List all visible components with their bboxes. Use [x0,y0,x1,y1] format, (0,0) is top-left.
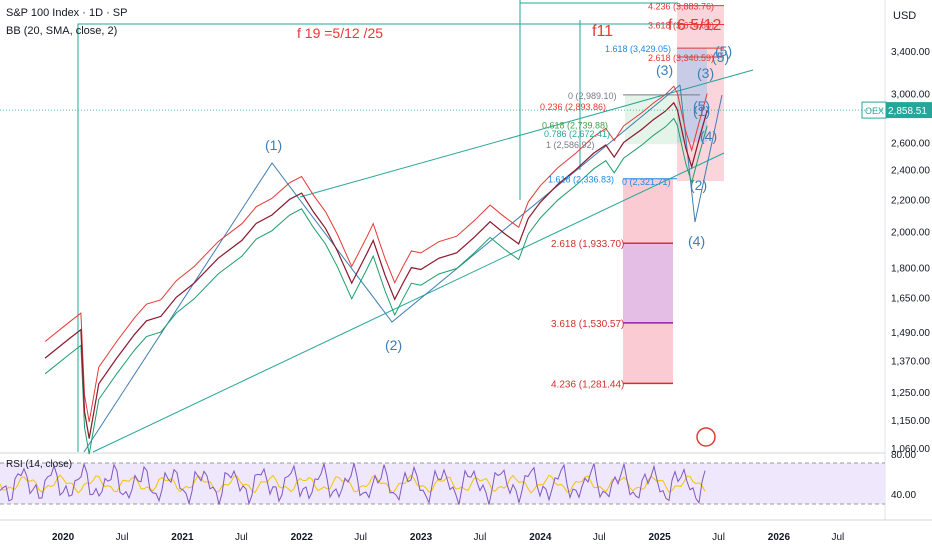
price-axis-tick: 1,060.00 [891,444,930,455]
fib-label-mid: 0.236 (2,893.86) [540,102,606,112]
price-axis-tick: 1,650.00 [891,293,930,304]
wave-path [679,84,723,223]
fib-label-mid-blue: 0 (2,321.71) [622,177,671,187]
time-axis-tick: Jul [593,532,606,543]
wave-label: (1) [693,103,710,119]
wave-label: (5) [693,98,710,114]
price-axis-tick: 1,250.00 [891,388,930,399]
chart-title: S&P 100 Index · 1D · SP [6,7,128,19]
time-axis-tick: 2021 [171,532,194,543]
wave-label: (3) [697,65,714,81]
price-badge-value: 2,858.51 [888,106,927,117]
fib-label-top: 4.236 (3,883.76) [648,2,714,12]
time-axis-tick: 2026 [768,532,791,543]
wave-label: (5) [715,43,732,59]
price-axis-tick: 2,200.00 [891,195,930,206]
time-axis-tick: Jul [116,532,129,543]
fib-zone-lower-inner [623,243,673,323]
time-axis-tick: 2025 [649,532,672,543]
price-line [44,101,708,439]
rsi-signal-line [0,474,706,494]
fib-label-top: 3.618 (3,674.60) [648,21,714,31]
time-axis-tick: 2022 [291,532,314,543]
wave-path [83,84,681,453]
red-annotation: f 19 =5/12 /25 [297,25,383,41]
wave-label: (4) [688,233,705,249]
rsi-legend[interactable]: RSI (14, close) [6,459,73,470]
fib-label-blue: 1.618 (3,429.05) [605,44,671,54]
time-axis-tick: Jul [831,532,844,543]
time-axis-tick: 2023 [410,532,433,543]
fib-label-lower: 2.618 (1,933.70) [551,239,624,250]
price-axis-tick: 1,490.00 [891,328,930,339]
rsi-line [0,462,706,506]
fib-label-mid: 0.618 (2,739.88) [542,121,608,131]
fib-label-mid-blue: 1.618 (2,336.83) [548,175,614,185]
price-badge-ticker: OEX [865,106,884,116]
price-axis-tick: 1,800.00 [891,264,930,275]
time-axis-tick: Jul [354,532,367,543]
currency-label[interactable]: USD [893,10,917,22]
time-axis-tick: 2020 [52,532,75,543]
price-axis-tick: 3,000.00 [891,90,930,101]
price-axis-tick: 2,600.00 [891,138,930,149]
time-axis-tick: 2024 [529,532,552,543]
wave-label: (5) [712,49,729,65]
price-axis-tick: 1,150.00 [891,416,930,427]
time-axis-tick: Jul [235,532,248,543]
red-annotation: f 6 5/12 [668,17,721,34]
bollinger-upper-band [44,85,708,422]
wave-label: (2) [690,177,707,193]
price-axis-tick: 1,370.00 [891,357,930,368]
trend-line-lower [92,152,725,453]
bollinger-lower-band [44,117,708,455]
trend-line-upper [299,69,754,198]
time-axis-tick: Jul [712,532,725,543]
fib-label-lower: 4.236 (1,281.44) [551,379,624,390]
bollinger-legend[interactable]: BB (20, SMA, close, 2) [6,25,118,37]
price-badge-bg [886,102,932,119]
wave-label: (2) [385,337,402,353]
rsi-level-tick: 40.00 [891,490,916,501]
fib-label-lower: 3.618 (1,530.57) [551,319,624,330]
green-frame-line [77,23,680,452]
rsi-band [0,463,885,504]
wave-label: (4) [700,128,717,144]
fib-label-mid: 1 (2,586.92) [546,140,595,150]
rsi-level-tick: 80.00 [891,450,916,461]
time-axis-tick: Jul [474,532,487,543]
price-axis-tick: 2,400.00 [891,166,930,177]
fib-label-top: 2.618 (3,340.59) [648,53,714,63]
earnings-icon [696,427,716,447]
wave-label: (3) [656,62,673,78]
fib-label-mid: 0 (2,989.10) [568,91,617,101]
red-annotation: f11 [592,23,613,40]
fib-label-mid: 0.786 (2,672.41) [544,129,610,139]
wave-label: (1) [265,137,282,153]
price-axis-tick: 3,400.00 [891,47,930,58]
price-axis-tick: 2,000.00 [891,228,930,239]
